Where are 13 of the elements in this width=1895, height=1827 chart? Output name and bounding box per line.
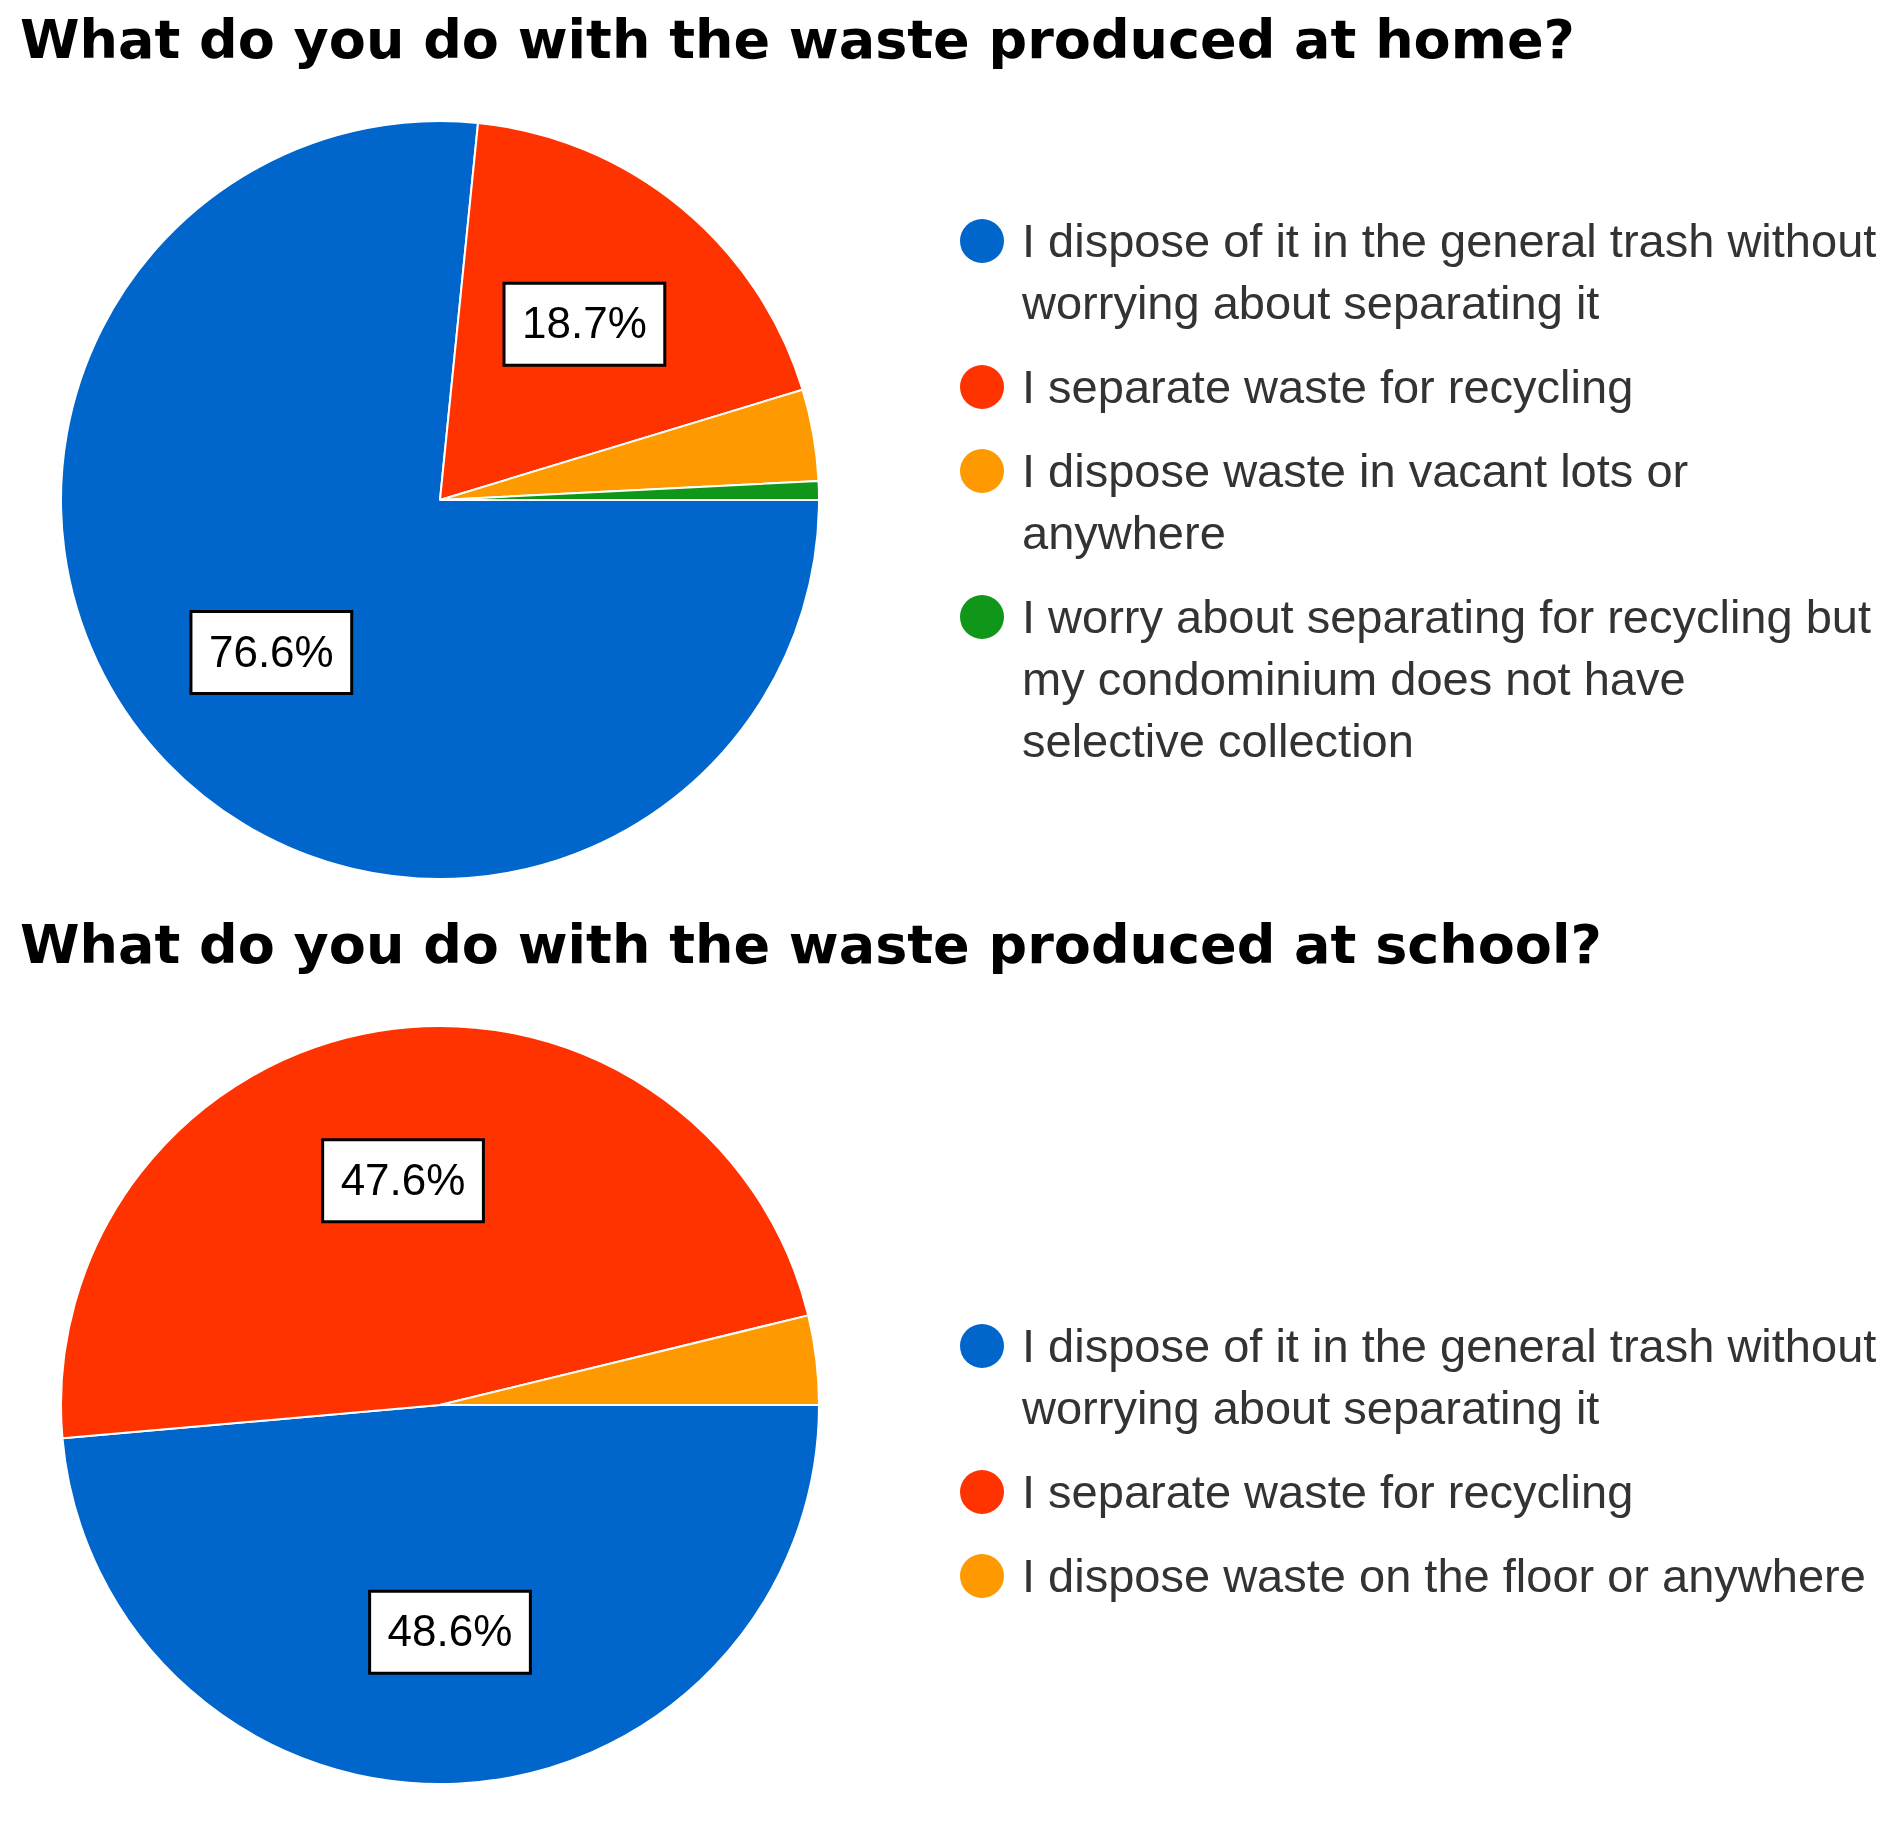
data-label: 76.6% xyxy=(208,626,334,676)
legend-label: I dispose waste on the floor or anywhere xyxy=(1022,1548,1866,1604)
data-label: 47.6% xyxy=(340,1154,466,1204)
chart-title: What do you do with the waste produced at school? xyxy=(20,913,1602,976)
legend-label: I separate waste for recycling xyxy=(1022,1464,1634,1520)
legend-label: I dispose of it in the general trash without worrying about separating it xyxy=(1022,1318,1878,1436)
legend-label: I worry about separating for recycling but my condominium does not have selective collection xyxy=(1022,589,1873,769)
legend-label: I dispose of it in the general trash without worrying about separating it xyxy=(1022,213,1878,331)
data-label: 48.6% xyxy=(387,1606,513,1656)
legend-label: I dispose waste in vacant lots or anywhere xyxy=(1022,443,1690,561)
legend-label: I separate waste for recycling xyxy=(1022,359,1634,415)
data-label: 18.7% xyxy=(522,298,647,348)
chart-title: What do you do with the waste produced at home? xyxy=(20,8,1575,71)
